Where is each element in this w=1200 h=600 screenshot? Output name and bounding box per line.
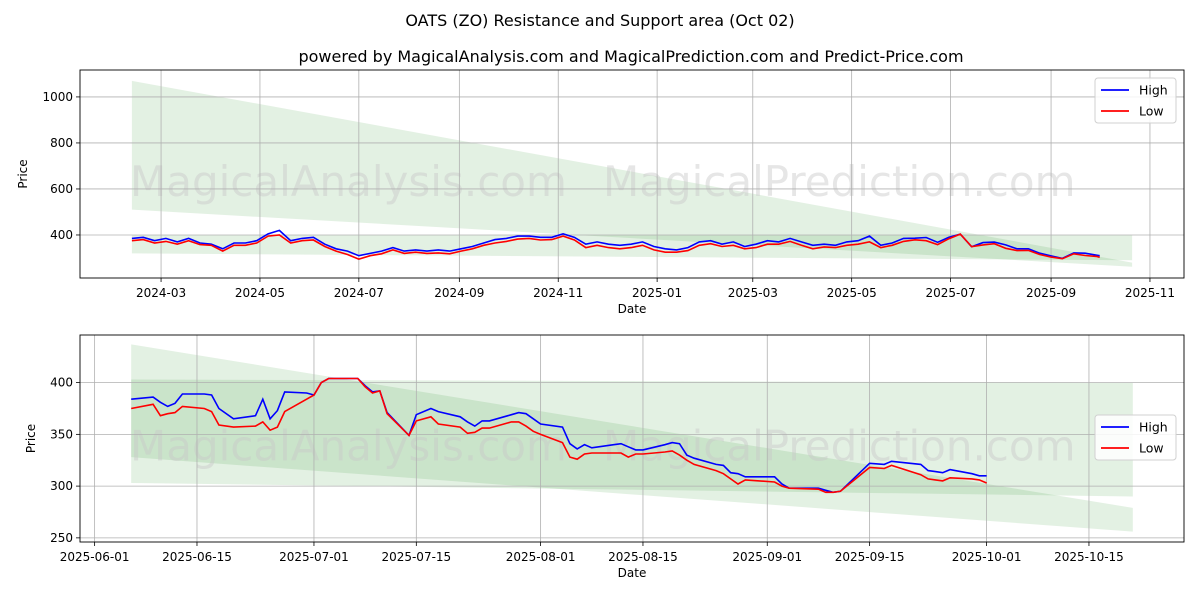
x-tick-label: 2025-08-15 <box>608 550 678 564</box>
x-tick-label: 2025-03 <box>728 286 778 300</box>
watermark-text: MagicalPrediction.com <box>603 157 1076 206</box>
series-line-low <box>131 233 1100 260</box>
x-tick-label: 2025-10-01 <box>952 550 1022 564</box>
x-tick-label: 2025-09-15 <box>835 550 905 564</box>
y-tick-label: 800 <box>50 136 73 150</box>
y-axis-label: Price <box>24 424 38 453</box>
series-line-high <box>131 377 987 494</box>
series-line-low <box>131 377 987 494</box>
x-axis-label: Date <box>618 302 647 316</box>
x-tick-label: 2025-07-15 <box>381 550 451 564</box>
y-tick-label: 300 <box>50 479 73 493</box>
descending-band <box>131 344 1133 532</box>
x-tick-label: 2024-03 <box>136 286 186 300</box>
x-tick-label: 2025-06-01 <box>60 550 130 564</box>
legend-label-high: High <box>1139 83 1168 98</box>
legend-label-high: High <box>1139 420 1168 435</box>
chart-subtitle: powered by MagicalAnalysis.com and Magic… <box>298 47 963 66</box>
chart-title: OATS (ZO) Resistance and Support area (O… <box>405 11 794 30</box>
x-tick-label: 2025-07-01 <box>279 550 349 564</box>
x-tick-label: 2024-05 <box>235 286 285 300</box>
y-tick-label: 350 <box>50 427 73 441</box>
x-tick-label: 2025-11 <box>1125 286 1175 300</box>
x-axis-label: Date <box>618 566 647 580</box>
x-tick-label: 2025-07 <box>925 286 975 300</box>
descending-band <box>131 80 1133 267</box>
x-tick-label: 2024-11 <box>533 286 583 300</box>
watermark-text: MagicalAnalysis.com <box>130 422 567 471</box>
x-tick-label: 2025-08-01 <box>506 550 576 564</box>
x-tick-label: 2025-06-15 <box>162 550 232 564</box>
x-tick-label: 2025-05 <box>827 286 877 300</box>
y-tick-label: 1000 <box>42 90 73 104</box>
x-tick-label: 2025-01 <box>632 286 682 300</box>
legend: High Low <box>1094 414 1177 461</box>
watermark-text: MagicalAnalysis.com <box>130 157 567 206</box>
chart-2: MagicalAnalysis.com MagicalPrediction.com… <box>24 334 1185 580</box>
x-tick-label: 2025-09-01 <box>732 550 802 564</box>
y-tick-label: 400 <box>50 376 73 390</box>
y-tick-label: 400 <box>50 228 73 242</box>
watermark-text: MagicalPrediction.com <box>603 422 1076 471</box>
series-line-high <box>131 229 1100 260</box>
x-tick-label: 2025-09 <box>1026 286 1076 300</box>
y-axis-label: Price <box>16 159 30 188</box>
y-tick-label: 250 <box>50 531 73 545</box>
axes-frame <box>79 69 1185 279</box>
legend-label-low: Low <box>1139 441 1164 456</box>
x-tick-label: 2024-09 <box>434 286 484 300</box>
x-tick-label: 2025-10-15 <box>1054 550 1124 564</box>
y-tick-label: 600 <box>50 182 73 196</box>
x-tick-label: 2024-07 <box>334 286 384 300</box>
legend: High Low <box>1094 77 1177 124</box>
legend-label-low: Low <box>1139 104 1164 119</box>
chart-1: MagicalAnalysis.com MagicalPrediction.com… <box>16 69 1185 316</box>
axes-frame <box>79 334 1185 543</box>
flat-band <box>131 379 1133 497</box>
